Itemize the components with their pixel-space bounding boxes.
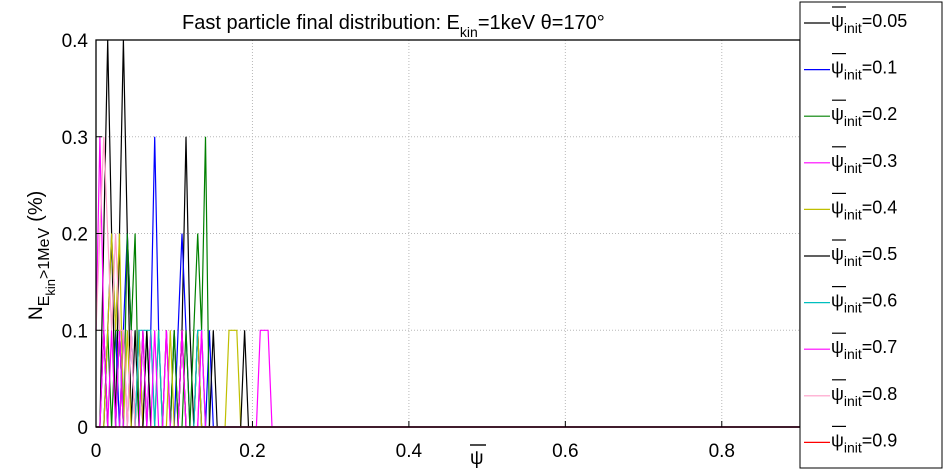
legend-label-3: ψinit=0.3 — [831, 151, 897, 176]
legend-label-6: ψinit=0.6 — [831, 291, 897, 316]
tick-marks — [95, 39, 723, 428]
series-line-3 — [95, 136, 800, 428]
legend-label-1: ψinit=0.1 — [831, 58, 897, 83]
x-tick-label: 0.8 — [709, 441, 735, 462]
legend-box — [799, 1, 943, 469]
x-axis-label-text: ψ — [470, 448, 484, 469]
y-tick-label: 0 — [77, 418, 88, 439]
x-tick-label: 0.6 — [552, 441, 578, 462]
chart-title-main: Fast particle final distribution: E — [182, 12, 460, 34]
y-tick-label: 0.3 — [62, 128, 88, 149]
y-axis-label-sub: E — [36, 296, 53, 307]
grid-lines — [96, 40, 800, 427]
x-tick-label: 0.4 — [396, 441, 423, 462]
legend-label-0: ψinit=0.05 — [831, 11, 907, 36]
legend-label-7: ψinit=0.7 — [831, 337, 897, 362]
y-axis-label: NEkin>1MeV (%) — [25, 191, 58, 320]
x-tick-label: 0.2 — [239, 441, 265, 462]
series-line-1 — [96, 136, 800, 428]
legend-label-8: ψinit=0.8 — [831, 384, 897, 409]
y-tick-label: 0.1 — [62, 321, 88, 342]
chart-title: Fast particle final distribution: Ekin=1… — [182, 12, 605, 40]
legend-label-9: ψinit=0.9 — [831, 430, 897, 455]
series-line-8 — [95, 136, 800, 428]
y-axis-label-subsub: kin — [43, 279, 58, 296]
x-axis-label: ψ — [470, 444, 486, 469]
legend-label-2: ψinit=0.2 — [831, 104, 897, 129]
y-axis-label-unit: (%) — [25, 191, 47, 222]
legend-label-5: ψinit=0.5 — [831, 244, 897, 269]
y-tick-label: 0.4 — [62, 31, 89, 52]
legend-label-4: ψinit=0.4 — [831, 197, 897, 222]
y-axis-label-main: N — [26, 306, 47, 320]
series-line-2 — [96, 136, 800, 428]
legend: ψinit=0.05 ψinit=0.1 ψinit=0.2 ψinit=0.3 ψin… — [799, 1, 943, 469]
y-axis-label-rest: >1MeV — [36, 228, 53, 279]
x-tick-label: 0 — [91, 441, 102, 462]
tick-labels: 0 0.2 0.4 0.6 0.8 0 0.1 0.2 0.3 0.4 — [62, 31, 735, 462]
y-tick-label: 0.2 — [62, 225, 88, 246]
chart-title-sub: kin — [460, 24, 478, 40]
chart-title-rest: =1keV θ=170° — [478, 12, 605, 34]
